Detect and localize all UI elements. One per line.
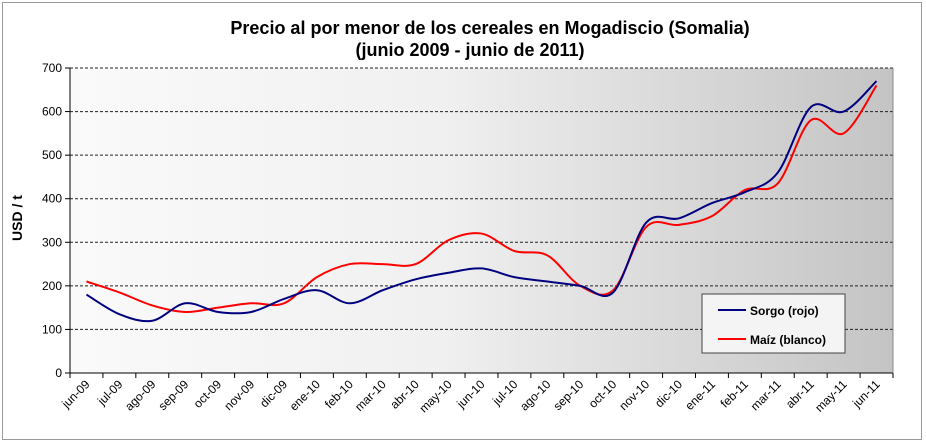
x-tick-label: feb-10 bbox=[322, 377, 356, 411]
y-tick-label: 700 bbox=[42, 61, 62, 75]
x-tick-label: mar-11 bbox=[748, 377, 784, 413]
y-tick-label: 0 bbox=[55, 366, 62, 380]
legend-label: Maíz (blanco) bbox=[750, 333, 826, 347]
series-line-sorgo bbox=[85, 80, 878, 323]
x-tick-label: jun-09 bbox=[58, 377, 92, 411]
legend: Sorgo (rojo) Maíz (blanco) bbox=[701, 293, 846, 354]
y-tick-label: 300 bbox=[42, 235, 62, 249]
x-tick-label: oct-09 bbox=[191, 377, 225, 411]
x-tick-label: may-11 bbox=[812, 377, 850, 415]
x-tick-label: jun-11 bbox=[849, 377, 883, 411]
x-tick-label: may-10 bbox=[417, 377, 455, 415]
x-tick-label: jun-10 bbox=[453, 377, 487, 411]
y-tick-label: 100 bbox=[42, 322, 62, 336]
x-tick-label: nov-10 bbox=[616, 377, 652, 413]
chart-title: Precio al por menor de los cereales en M… bbox=[230, 18, 750, 38]
x-tick-label: feb-11 bbox=[718, 377, 752, 411]
y-tick-label: 600 bbox=[42, 105, 62, 119]
x-tick-label: oct-10 bbox=[586, 377, 620, 411]
x-tick-label: sep-09 bbox=[155, 377, 191, 413]
y-tick-label: 200 bbox=[42, 279, 62, 293]
chart-subtitle: (junio 2009 - junio de 2011) bbox=[355, 40, 585, 60]
y-tick-label: 500 bbox=[42, 148, 62, 162]
chart-frame bbox=[2, 2, 922, 440]
x-tick-label: dic-09 bbox=[257, 377, 290, 410]
legend-box bbox=[701, 293, 846, 354]
x-tick-label: nov-09 bbox=[221, 377, 257, 413]
y-tick-label: 400 bbox=[42, 192, 62, 206]
x-tick-label: sep-10 bbox=[551, 377, 587, 413]
x-tick-label: mar-10 bbox=[352, 377, 389, 414]
x-tick-label: ago-10 bbox=[517, 377, 554, 414]
x-tick-label: ene-10 bbox=[287, 377, 324, 414]
legend-label: Sorgo (rojo) bbox=[750, 304, 819, 318]
x-tick-label: ene-11 bbox=[682, 377, 718, 413]
x-tick-label: ago-09 bbox=[122, 377, 159, 414]
x-tick-label: dic-10 bbox=[652, 377, 685, 410]
series-line-maiz bbox=[86, 84, 878, 314]
